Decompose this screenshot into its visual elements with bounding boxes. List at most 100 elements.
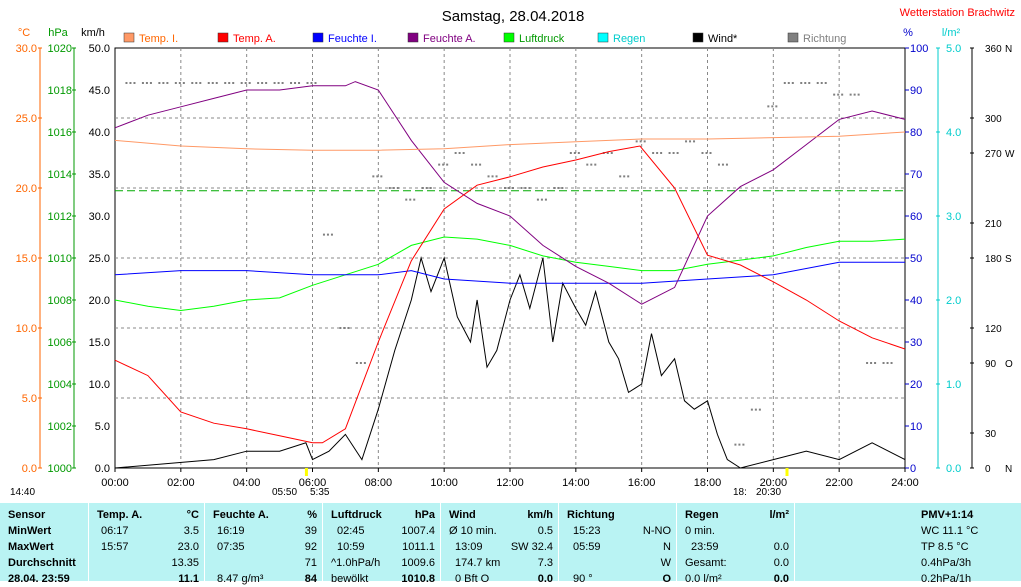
tick-label-wind: 40.0 — [89, 127, 110, 139]
cell-value: 0.5 — [537, 525, 553, 537]
header-temp-unit: °C — [186, 509, 199, 521]
header-richtung: Richtung — [567, 509, 615, 521]
tick-label-temp: 30.0 — [16, 43, 37, 55]
legend-label: Luftdruck — [519, 33, 565, 45]
cell-time: Ø 10 min. — [449, 525, 497, 537]
axis-label-humidity: % — [903, 27, 913, 39]
header-feuchte-unit: % — [307, 509, 317, 521]
tick-label-rain: 0.0 — [946, 463, 961, 475]
row-label: 28.04. 23:59 — [8, 573, 70, 585]
sunset-time-b: 20:30 — [756, 487, 782, 498]
tick-label-direction: 270 — [985, 149, 1002, 160]
tick-label-temp: 0.0 — [22, 463, 37, 475]
tick-label-time: 24:00 — [891, 477, 919, 489]
tick-label-direction: 180 — [985, 254, 1002, 265]
cell-value: 1007.4 — [401, 525, 435, 537]
tick-label-direction-compass: S — [1005, 254, 1012, 265]
tick-label-time: 18:00 — [694, 477, 722, 489]
header-pmv: PMV+1:14 — [921, 509, 974, 521]
tick-label-time: 20:00 — [760, 477, 788, 489]
tick-label-time: 08:00 — [365, 477, 393, 489]
header-temp: Temp. A. — [97, 509, 143, 521]
series-wind — [114, 256, 906, 469]
tick-label-pressure: 1000 — [48, 463, 72, 475]
tick-label-time: 00:00 — [101, 477, 129, 489]
tick-label-humidity: 0 — [910, 463, 916, 475]
col-feuchte: Feuchte A. % 16:19 39 07:35 92 71 8.47 g… — [204, 503, 323, 585]
header-wind: Wind — [449, 509, 476, 521]
axis-label-rain: l/m² — [942, 27, 961, 39]
cell-extra: TP 8.5 °C — [921, 541, 969, 553]
cell-value: 13.35 — [171, 557, 199, 569]
tick-label-pressure: 1004 — [48, 379, 72, 391]
tick-label-humidity: 90 — [910, 85, 922, 97]
cell-time: ^1.0hPa/h — [331, 557, 381, 569]
header-wind-unit: km/h — [527, 509, 553, 521]
cell-value: W — [660, 557, 671, 569]
tick-label-direction: 120 — [985, 324, 1002, 335]
legend-label: Regen — [613, 33, 645, 45]
row-label: MinWert — [8, 525, 52, 537]
tick-label-time: 06:00 — [299, 477, 327, 489]
tick-label-humidity: 50 — [910, 253, 922, 265]
col-richtung: Richtung 15:23 N-NO 05:59 N W 90 ° O — [558, 503, 677, 585]
cell-value: 1011.1 — [402, 541, 435, 553]
legend-swatch — [217, 32, 229, 43]
cell-value: O — [662, 573, 671, 585]
tick-label-humidity: 10 — [910, 421, 922, 433]
tick-label-pressure: 1012 — [48, 211, 72, 223]
cell-value: 92 — [304, 541, 317, 553]
tick-label-pressure: 1016 — [48, 127, 72, 139]
tick-label-direction: 0 — [985, 464, 991, 475]
cell-time: 174.7 km — [455, 557, 501, 569]
series-pressure — [114, 236, 906, 312]
tick-label-wind: 50.0 — [89, 43, 110, 55]
tick-label-pressure: 1014 — [48, 169, 72, 181]
tick-label-time: 02:00 — [167, 477, 195, 489]
tick-label-rain: 5.0 — [946, 43, 961, 55]
tick-label-direction: 300 — [985, 114, 1002, 125]
header-regen: Regen — [685, 509, 719, 521]
tick-label-wind: 30.0 — [89, 211, 110, 223]
tick-label-temp: 5.0 — [22, 393, 37, 405]
cell-time: 07:35 — [217, 541, 245, 553]
tick-label-wind: 15.0 — [89, 337, 110, 349]
sunrise-marker — [304, 468, 308, 476]
cell-extra: 0.4hPa/3h — [921, 557, 972, 569]
series-temp-inside — [114, 131, 906, 151]
tick-label-wind: 45.0 — [89, 85, 110, 97]
tick-label-time: 14:00 — [562, 477, 590, 489]
tick-label-direction: 30 — [985, 429, 997, 440]
stats-table: Sensor MinWert MaxWert Durchschnitt 28.0… — [0, 503, 1021, 585]
axis-label-wind: km/h — [81, 27, 105, 39]
legend-label: Temp. A. — [233, 33, 276, 45]
legend-swatch — [787, 32, 799, 43]
cell-value: 71 — [304, 557, 317, 569]
tick-label-humidity: 100 — [910, 43, 928, 55]
tick-label-wind: 35.0 — [89, 169, 110, 181]
tick-label-time: 04:00 — [233, 477, 261, 489]
tick-label-direction-compass: N — [1005, 44, 1012, 55]
series-temp-outside — [114, 145, 906, 444]
cell-time: 8.47 g/m³ — [217, 573, 264, 585]
legend-swatch — [312, 32, 324, 43]
tick-label-wind: 25.0 — [89, 253, 110, 265]
header-feuchte: Feuchte A. — [213, 509, 269, 521]
series-humidity-outside — [114, 81, 906, 305]
tick-label-wind: 10.0 — [89, 379, 110, 391]
col-sensor: Sensor MinWert MaxWert Durchschnitt 28.0… — [0, 503, 88, 585]
cell-value: N-NO — [642, 525, 671, 537]
tick-label-temp: 20.0 — [16, 183, 37, 195]
tick-label-pressure: 1002 — [48, 421, 72, 433]
legend-swatch — [407, 32, 419, 43]
cell-value: 11.1 — [178, 573, 199, 585]
sunrise-time: 05:50 — [272, 487, 298, 498]
tick-label-rain: 4.0 — [946, 127, 961, 139]
tick-label-pressure: 1010 — [48, 253, 72, 265]
cell-time: 15:57 — [101, 541, 129, 553]
cell-time: 05:59 — [573, 541, 601, 553]
header-sensor: Sensor — [8, 509, 46, 521]
tick-label-time: 12:00 — [496, 477, 524, 489]
tick-label-pressure: 1020 — [48, 43, 72, 55]
tick-label-direction: 90 — [985, 359, 997, 370]
